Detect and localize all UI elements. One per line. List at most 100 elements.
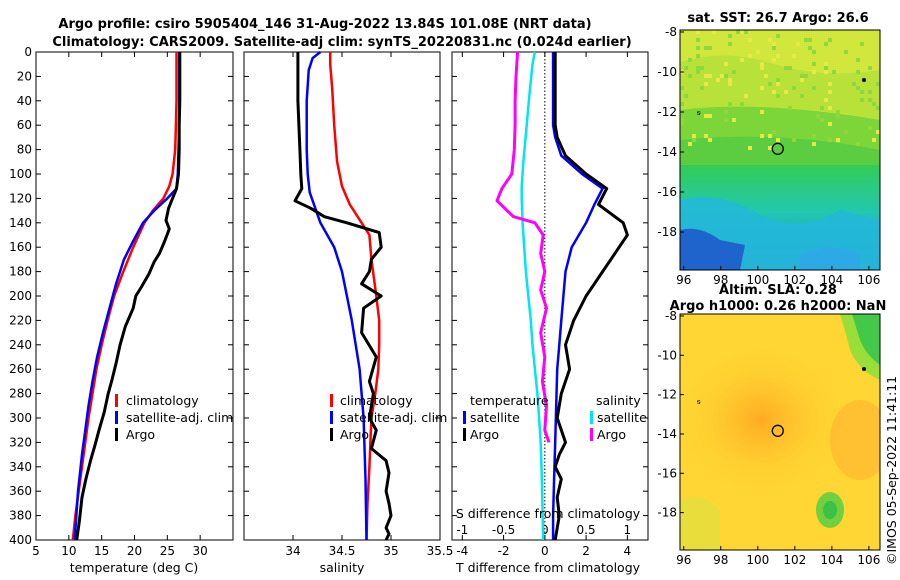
sst-pixel (708, 74, 712, 78)
sst-pixel (872, 138, 876, 142)
sst-pixel (800, 78, 804, 82)
sst-pixel (804, 38, 808, 42)
sst-pixel (860, 42, 864, 46)
sst-pixel (684, 66, 688, 70)
sst-pixel (688, 142, 692, 146)
sst-pixel (768, 38, 772, 42)
sst-pixel (852, 82, 856, 86)
sst-pixel (696, 54, 700, 58)
difference-x2label: S difference from climatology (456, 506, 641, 521)
sst-pixel (812, 134, 816, 138)
map-x-tick-label: 96 (676, 273, 691, 287)
map-y-tick-label: -18 (657, 506, 677, 520)
sst-pixel (812, 70, 816, 74)
legend-argo: Argo (126, 427, 155, 442)
sst-pixel (740, 58, 744, 62)
sst-pixel (824, 62, 828, 66)
legend-swatch-t-argo (463, 428, 466, 441)
coast-mark: ᵴ (696, 398, 701, 406)
difference-axes (451, 51, 649, 541)
legend-t-satellite: satellite (470, 410, 520, 425)
sst-pixel (692, 134, 696, 138)
sst-pixel (824, 70, 828, 74)
sst-pixel (772, 58, 776, 62)
series-difference-s-argo (495, 51, 551, 443)
x-tick-label: 34.5 (329, 544, 356, 558)
sst-pixel (736, 30, 740, 34)
map-x-tick-label: 102 (783, 273, 806, 287)
sst-pixel (776, 94, 780, 98)
salinity-xlabel: salinity (320, 560, 365, 575)
map-y-tick-label: -12 (657, 105, 677, 119)
sst-pixel (828, 106, 832, 110)
y-tick-label: 240 (9, 338, 32, 352)
sst-pixel (764, 74, 768, 78)
sst-pixel (796, 42, 800, 46)
sst-pixel (836, 110, 840, 114)
sst-pixel (728, 34, 732, 38)
y-tick-label: 100 (9, 167, 32, 181)
sst-pixel (740, 30, 744, 34)
island-marker (862, 367, 866, 371)
sst-pixel (856, 142, 860, 146)
sst-pixel (792, 86, 796, 90)
map-y-tick-label: -14 (657, 427, 677, 441)
y-tick-label: 320 (9, 435, 32, 449)
map-y-tick-label: -10 (657, 65, 677, 79)
sst-pixel (724, 62, 728, 66)
temperature-xlabel: temperature (deg C) (70, 560, 199, 575)
sst-pixel (688, 74, 692, 78)
sst-pixel (784, 90, 788, 94)
x2-tick-label: 0.5 (577, 523, 596, 537)
sst-pixel (776, 34, 780, 38)
sst-pixel (768, 134, 772, 138)
map-x-tick-label: 104 (820, 553, 843, 567)
sst-map-frame (679, 29, 881, 271)
sst-pixel (772, 130, 776, 134)
sst-pixel (760, 110, 764, 114)
sla-map-title-1: Altim. SLA: 0.28 (719, 283, 837, 298)
sst-pixel (732, 70, 736, 74)
sst-pixel (828, 38, 832, 42)
map-x-tick-label: 96 (676, 553, 691, 567)
x2-tick-label: -1 (456, 523, 468, 537)
sst-pixel (812, 62, 816, 66)
x-tick-label: 34 (285, 544, 300, 558)
y-tick-label: 280 (9, 387, 32, 401)
sst-pixel (744, 30, 748, 34)
legend-s-argo: Argo (597, 427, 626, 442)
difference-legend: temperature salinity satellite Argo sate… (463, 393, 647, 442)
sst-pixel (768, 146, 772, 150)
y-tick-label: 380 (9, 509, 32, 523)
sst-pixel (748, 54, 752, 58)
y-tick-label: 0 (24, 45, 32, 59)
difference-xlabel: T difference from climatology (455, 560, 641, 575)
legend-s-satellite: satellite (597, 410, 647, 425)
y-tick-label: 400 (9, 533, 32, 547)
legend-title-salinity: salinity (596, 393, 641, 408)
x-tick-label: 10 (61, 544, 76, 558)
sst-pixel (808, 38, 812, 42)
legend-swatch-t-satellite (463, 411, 466, 424)
sst-pixel (856, 70, 860, 74)
sst-pixel (680, 86, 684, 90)
x-tick-label: 0 (541, 544, 549, 558)
sst-pixel (788, 106, 792, 110)
sst-pixel (740, 102, 744, 106)
series-temperature-argo (75, 52, 182, 541)
title-line-2: Climatology: CARS2009. Satellite-adj cli… (52, 35, 631, 50)
title-line-1: Argo profile: csiro 5905404_146 31-Aug-2… (58, 17, 591, 32)
sst-pixel (684, 94, 688, 98)
profile-series (71, 51, 629, 541)
sst-pixel (728, 42, 732, 46)
sst-pixel (724, 74, 728, 78)
sla-map-frame (679, 313, 881, 551)
sst-pixel (708, 114, 712, 118)
sst-pixel (704, 74, 708, 78)
map-x-tick-label: 98 (713, 273, 728, 287)
legend-swatch-s-satellite (590, 411, 593, 424)
sst-pixel (700, 86, 704, 90)
sst-pixel (776, 82, 780, 86)
y-tick-label: 340 (9, 460, 32, 474)
sla-map-image (680, 314, 880, 550)
